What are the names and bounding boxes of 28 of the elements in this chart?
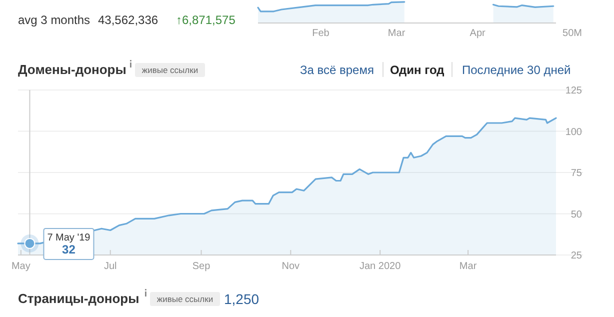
annotation: 7 May '19 [47,232,91,244]
x-tick-label: Jul [104,261,117,272]
y-tick-label: 50 [570,209,582,220]
text: За всё время [300,63,374,77]
text: avg 3 months [18,13,90,27]
x-tick-label: Mar [459,261,478,272]
chart-title: Домены-доноры [18,62,126,77]
text: 50M [562,28,582,39]
text: Страницы-доноры [18,291,140,306]
y-tick-label: 25 [570,250,582,262]
x-tick-label: Mar [388,28,406,39]
y-tick-label: 100 [565,126,582,138]
y-tick-label: 125 [565,86,582,96]
text: ↑6,871,575 [176,13,236,27]
chart-subtitle: живые ссылки [142,65,198,75]
annotation: 32 [62,242,76,256]
x-tick-label: Feb [312,28,330,39]
text: Один год [390,63,445,77]
text: 1,250 [224,291,260,307]
x-tick-label: Sep [192,261,211,272]
text: Последние 30 дней [462,63,571,77]
text: живые ссылки [156,294,214,304]
y-tick-label: 75 [570,168,582,179]
x-tick-label: Jan 2020 [360,261,402,272]
x-tick-label: Apr [470,28,486,39]
x-tick-label: Nov [282,261,300,272]
x-tick-label: May [11,261,30,272]
text: 43,562,336 [98,13,158,27]
